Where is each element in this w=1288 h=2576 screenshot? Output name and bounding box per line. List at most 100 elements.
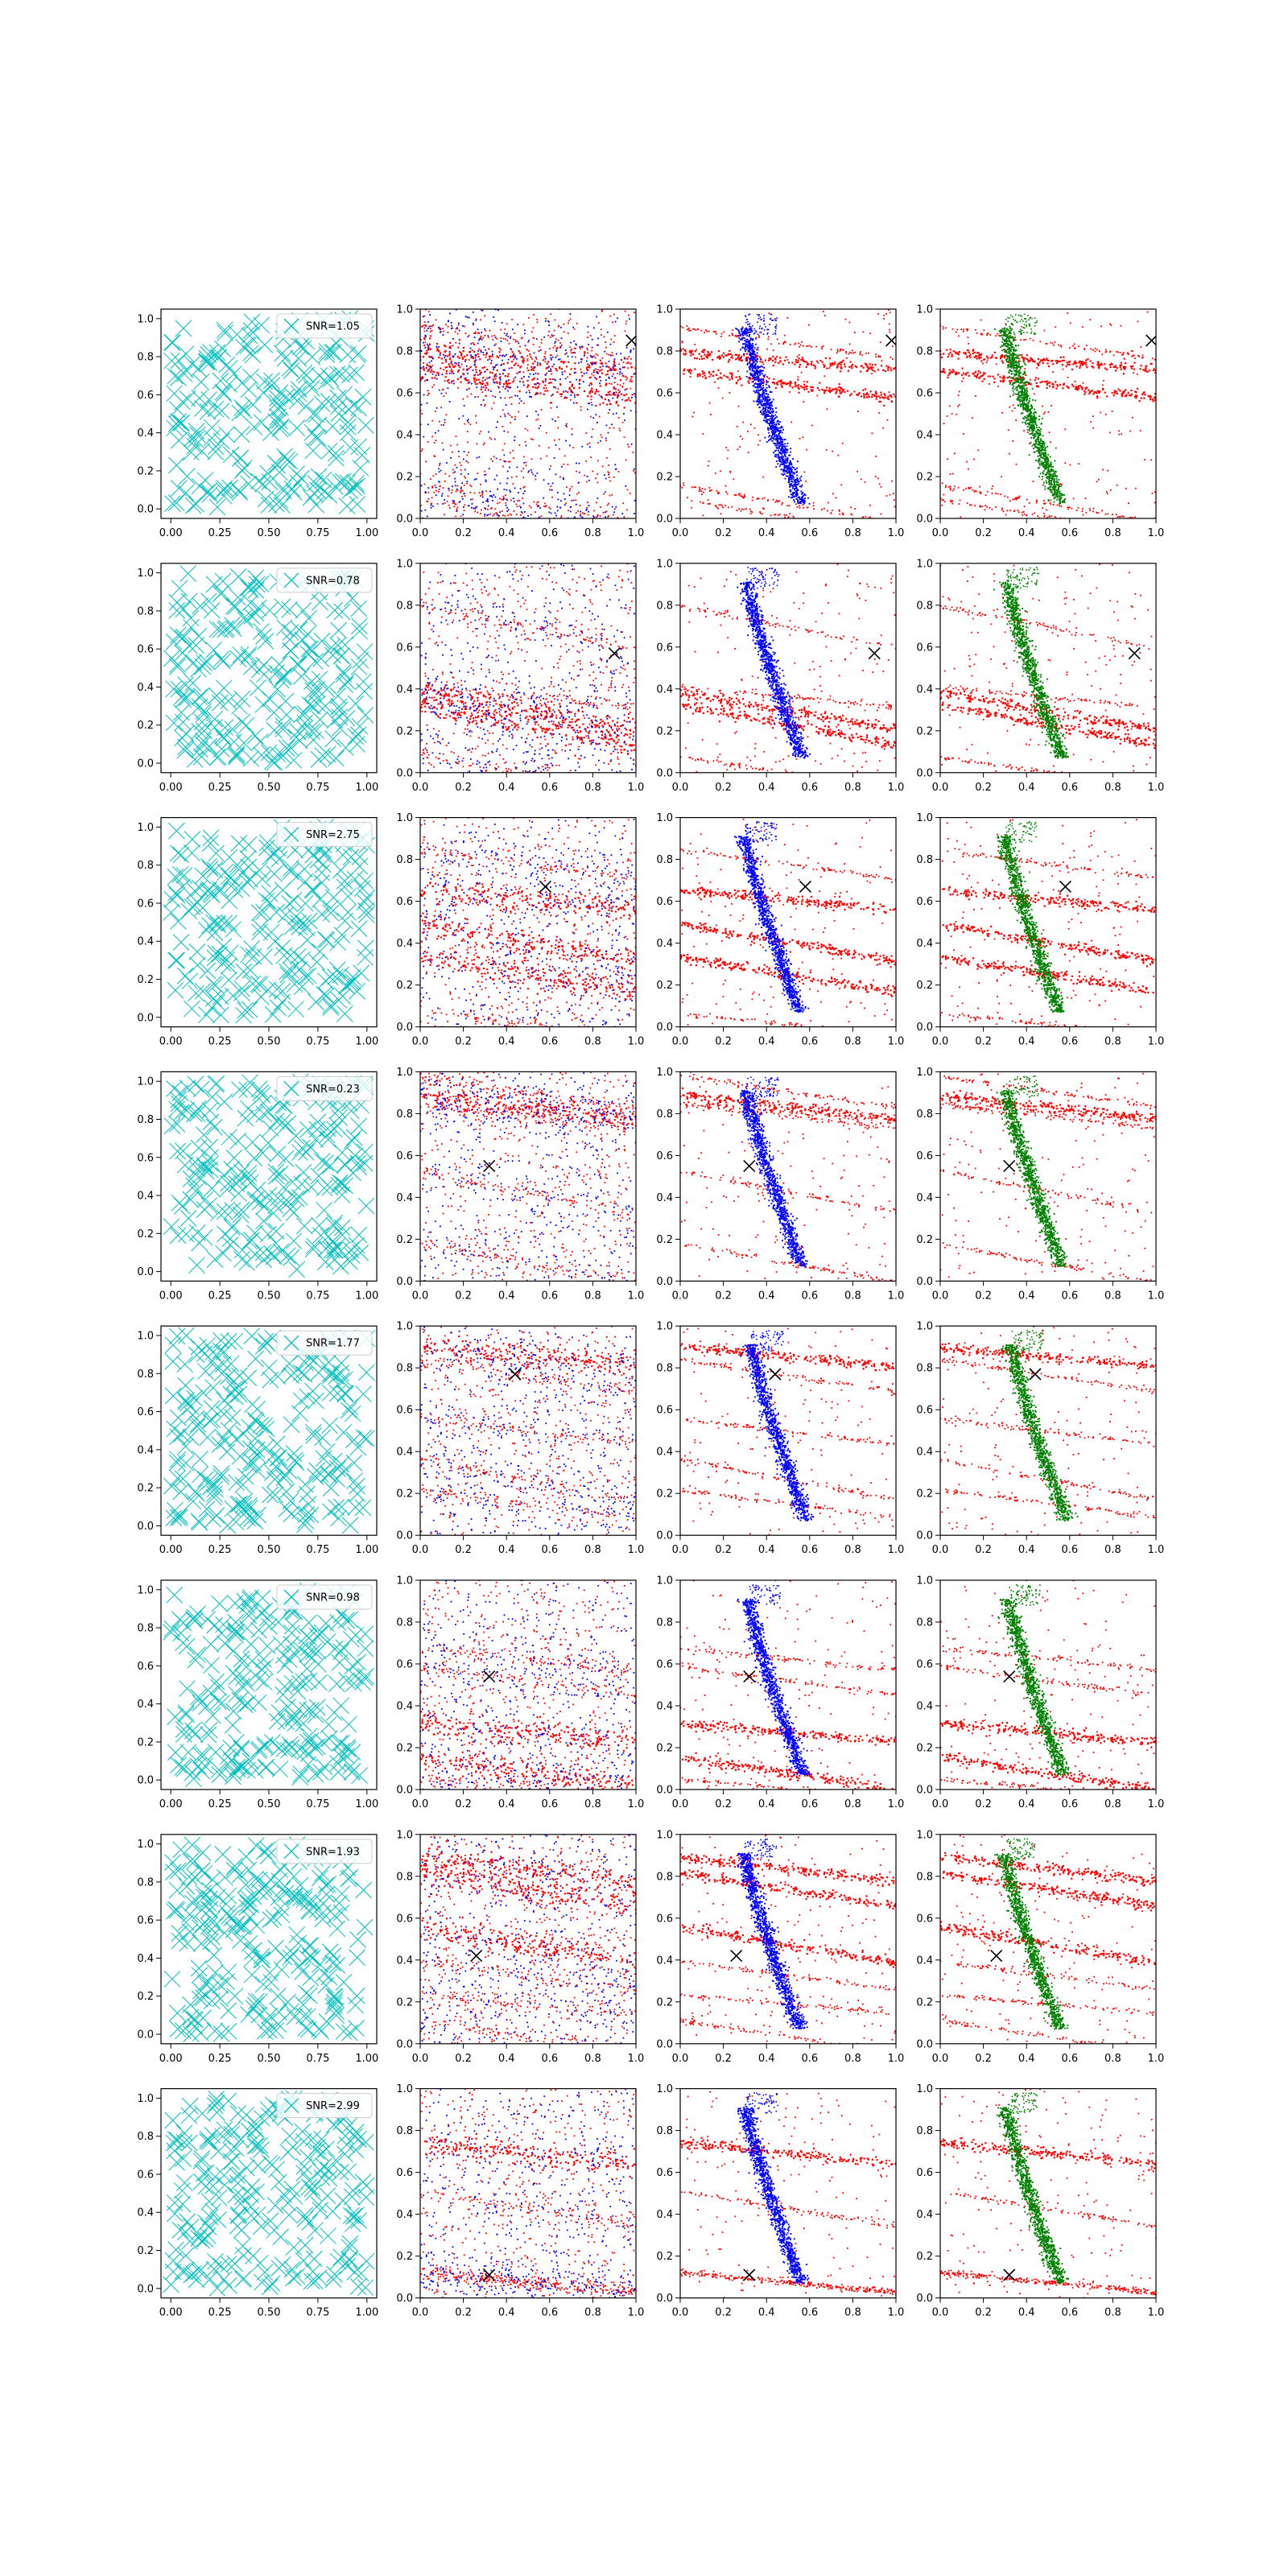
data-point (1051, 342, 1054, 345)
data-point (764, 400, 766, 402)
data-point (1042, 405, 1043, 407)
data-point (505, 338, 506, 341)
data-point (835, 497, 837, 499)
data-point (751, 330, 753, 332)
data-point (770, 412, 772, 415)
data-point (795, 481, 798, 484)
data-point (602, 402, 605, 404)
data-point (522, 324, 525, 326)
data-point (491, 350, 493, 353)
data-point (746, 364, 749, 365)
data-point (803, 502, 806, 504)
data-point (968, 374, 970, 377)
data-point (526, 429, 529, 431)
data-point (504, 328, 506, 330)
data-point (1081, 361, 1084, 363)
data-point (625, 388, 628, 390)
data-point (746, 359, 749, 361)
data-point (869, 516, 872, 518)
data-point (854, 351, 856, 353)
data-point (747, 345, 749, 348)
data-point (1122, 390, 1125, 393)
data-point (995, 506, 997, 508)
data-point (782, 382, 785, 385)
data-points (163, 310, 375, 516)
data-point (797, 496, 799, 498)
data-point (715, 505, 716, 506)
data-point (774, 332, 776, 334)
data-point (458, 361, 460, 364)
data-point (760, 403, 762, 406)
x-tick-label: 0.4 (758, 527, 775, 539)
data-point (958, 390, 960, 393)
data-point (440, 495, 443, 497)
data-point (289, 474, 307, 492)
data-point (530, 438, 532, 440)
data-point (780, 437, 782, 439)
data-point (762, 363, 765, 365)
data-point (1128, 353, 1129, 355)
data-point (578, 386, 580, 389)
data-point (608, 378, 610, 379)
data-point (520, 365, 522, 367)
data-point (787, 361, 791, 364)
data-point (580, 345, 583, 348)
data-point (797, 479, 799, 481)
data-point (571, 385, 573, 387)
data-point (624, 357, 626, 360)
data-point (559, 476, 561, 478)
data-point (770, 436, 773, 438)
data-point (514, 419, 516, 420)
data-point (776, 382, 778, 384)
data-point (499, 374, 501, 375)
data-point (513, 338, 514, 341)
data-point (969, 504, 971, 506)
data-point (767, 419, 769, 421)
data-point (452, 472, 455, 474)
data-point (1104, 513, 1107, 515)
data-point (768, 396, 770, 398)
data-point (1104, 391, 1106, 394)
data-point (866, 396, 869, 398)
data-point (729, 471, 732, 473)
data-point (588, 344, 590, 345)
data-point (1012, 498, 1014, 501)
data-point (754, 376, 757, 378)
data-point (473, 507, 475, 510)
data-point (755, 363, 757, 365)
data-point (563, 331, 565, 333)
data-point (448, 488, 450, 489)
data-point (426, 364, 428, 366)
data-point (1032, 481, 1034, 482)
data-point (285, 483, 303, 501)
data-point (528, 376, 530, 378)
data-point (425, 367, 427, 369)
data-point (786, 442, 789, 444)
data-point (782, 460, 783, 462)
data-point (438, 346, 440, 348)
data-point (493, 456, 495, 458)
data-point (1051, 405, 1052, 407)
data-point (966, 356, 968, 358)
data-point (441, 442, 444, 444)
data-point (535, 475, 537, 477)
data-point (533, 501, 535, 503)
data-point (521, 360, 524, 362)
data-point (460, 489, 463, 492)
data-point (796, 506, 799, 508)
data-point (533, 352, 535, 354)
data-point (986, 334, 989, 336)
data-point (593, 361, 595, 364)
data-point (595, 368, 597, 370)
data-point (1001, 377, 1004, 379)
data-point (1135, 397, 1137, 399)
data-point (550, 357, 552, 359)
data-point (840, 365, 842, 369)
data-point (536, 319, 539, 320)
data-point (429, 314, 431, 316)
data-point (167, 415, 185, 432)
data-point (488, 355, 491, 357)
data-point (756, 354, 758, 357)
data-point (799, 507, 801, 509)
data-point (568, 489, 571, 492)
